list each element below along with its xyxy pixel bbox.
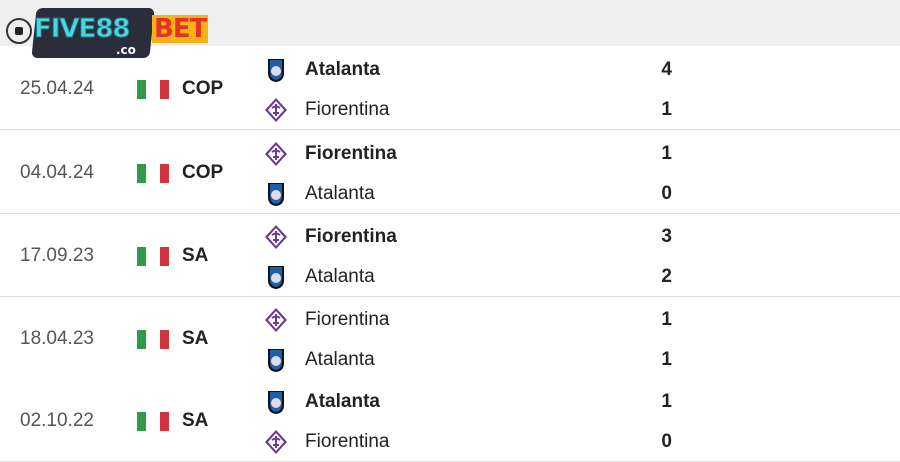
italy-flag-icon (137, 247, 169, 266)
team-score: 2 (661, 266, 672, 287)
competition-label: COP (182, 162, 224, 183)
team-name: Fiorentina (305, 143, 397, 164)
team-name: Atalanta (305, 391, 380, 412)
five88bet-logo[interactable]: FIVE88 BET .co (4, 6, 214, 58)
team-name: Atalanta (305, 59, 380, 80)
team-score: 0 (661, 183, 672, 204)
team-line[interactable]: Atalanta 1 (262, 345, 822, 375)
atalanta-crest-icon (264, 57, 288, 83)
team-line[interactable]: Atalanta 2 (262, 262, 822, 292)
fiorentina-crest-icon (264, 307, 288, 333)
team-name: Fiorentina (305, 431, 390, 452)
team-name: Atalanta (305, 183, 375, 204)
fiorentina-crest-icon (264, 97, 288, 123)
team-score: 4 (661, 59, 672, 80)
match-date: 25.04.24 (20, 78, 94, 99)
team-score: 1 (661, 143, 672, 164)
team-line[interactable]: Fiorentina 1 (262, 305, 822, 335)
team-score: 1 (661, 349, 672, 370)
match-row[interactable]: 02.10.22 SA Atalanta 1 Fiorentina 0 (0, 379, 900, 462)
team-name: Atalanta (305, 349, 375, 370)
team-line[interactable]: Fiorentina 0 (262, 427, 822, 457)
match-row[interactable]: 25.04.24 COP Atalanta 4 Fiorentina 1 (0, 47, 900, 130)
team-line[interactable]: Atalanta 0 (262, 179, 822, 209)
logo-text-bet: BET (152, 14, 209, 44)
team-name: Fiorentina (305, 99, 390, 120)
team-line[interactable]: Atalanta 1 (262, 387, 822, 417)
team-score: 1 (661, 309, 672, 330)
match-row[interactable]: 04.04.24 COP Fiorentina 1 Atalanta 0 (0, 131, 900, 214)
atalanta-crest-icon (264, 347, 288, 373)
italy-flag-icon (137, 330, 169, 349)
team-line[interactable]: Fiorentina 3 (262, 222, 822, 252)
team-name: Fiorentina (305, 226, 397, 247)
team-name: Atalanta (305, 266, 375, 287)
competition-label: COP (182, 78, 224, 99)
competition-label: SA (182, 328, 209, 349)
team-line[interactable]: Atalanta 4 (262, 55, 822, 85)
atalanta-crest-icon (264, 389, 288, 415)
team-name: Fiorentina (305, 309, 390, 330)
fiorentina-crest-icon (264, 141, 288, 167)
match-row[interactable]: 18.04.23 SA Fiorentina 1 Atalanta 1 (0, 297, 900, 380)
logo-text: FIVE88 (34, 14, 131, 44)
match-date: 02.10.22 (20, 410, 94, 431)
team-score: 1 (661, 391, 672, 412)
competition-label: SA (182, 245, 209, 266)
logo-subtext: .co (116, 43, 136, 57)
fiorentina-crest-icon (264, 429, 288, 455)
team-line[interactable]: Fiorentina 1 (262, 95, 822, 125)
match-row[interactable]: 17.09.23 SA Fiorentina 3 Atalanta 2 (0, 214, 900, 297)
match-date: 17.09.23 (20, 245, 94, 266)
team-score: 1 (661, 99, 672, 120)
fiorentina-crest-icon (264, 224, 288, 250)
competition-label: SA (182, 410, 209, 431)
italy-flag-icon (137, 412, 169, 431)
match-date: 04.04.24 (20, 162, 94, 183)
team-score: 3 (661, 226, 672, 247)
soccer-ball-icon (6, 18, 32, 44)
team-score: 0 (661, 431, 672, 452)
italy-flag-icon (137, 164, 169, 183)
team-line[interactable]: Fiorentina 1 (262, 139, 822, 169)
atalanta-crest-icon (264, 264, 288, 290)
atalanta-crest-icon (264, 181, 288, 207)
italy-flag-icon (137, 80, 169, 99)
match-date: 18.04.23 (20, 328, 94, 349)
